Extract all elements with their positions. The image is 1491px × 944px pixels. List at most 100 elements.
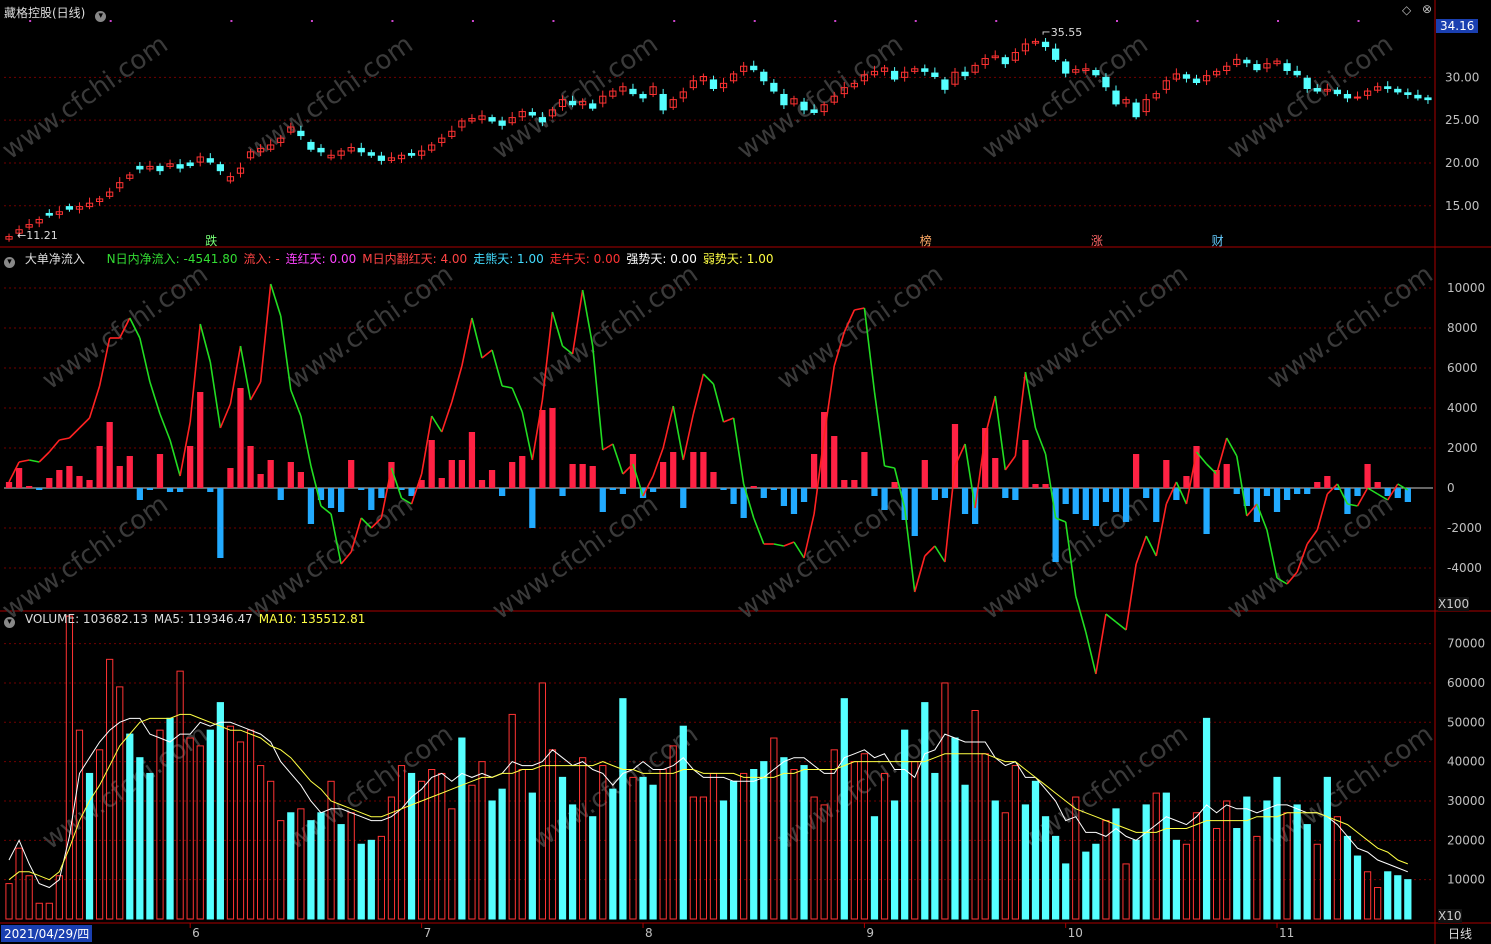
candle-body: [548, 109, 557, 117]
volume-bar: [1313, 843, 1321, 920]
volume-bar: [840, 698, 848, 920]
flow-line-segment: [1014, 371, 1027, 457]
flow-line-segment: [591, 345, 604, 451]
flow-line-segment: [98, 337, 111, 387]
flow-bar: [680, 488, 687, 508]
candle-body: [1223, 65, 1231, 72]
candle: [1424, 94, 1432, 104]
flow-line-segment: [854, 307, 865, 311]
flow-line-segment: [692, 373, 705, 415]
candle-body: [719, 82, 728, 89]
flow-bar: [1092, 488, 1099, 526]
flow-bar: [388, 462, 395, 488]
candle-body: [1293, 70, 1301, 76]
volume-bar: [1021, 804, 1030, 920]
candle: [448, 125, 456, 139]
flow-line-segment: [672, 405, 685, 461]
flow-bar: [921, 460, 928, 488]
flow-bar: [116, 466, 123, 488]
x-tick-label: 9: [866, 926, 874, 940]
flow-line-segment: [1105, 613, 1117, 623]
volume-bar: [1082, 851, 1090, 920]
candle: [1293, 65, 1301, 78]
flow-line-segment: [1235, 455, 1248, 517]
candle-body: [639, 93, 647, 99]
volume-bar: [810, 796, 818, 920]
flow-line-segment: [723, 417, 734, 423]
candle: [921, 64, 929, 76]
chevron-down-icon[interactable]: ▾: [95, 11, 107, 22]
volume-bar: [1323, 776, 1331, 920]
flow-line-segment: [88, 385, 101, 419]
candle: [488, 114, 496, 124]
flow-bar: [1112, 488, 1120, 512]
flow-bar: [871, 488, 878, 496]
flow-line-segment: [1085, 631, 1097, 675]
chevron-down-icon[interactable]: ▾: [4, 257, 15, 268]
indicator-item: 走牛天: 0.00: [549, 252, 621, 266]
flow-bar: [106, 422, 113, 488]
flow-line-segment: [149, 381, 161, 415]
flow-line-segment: [471, 317, 483, 359]
candle: [1273, 58, 1281, 67]
diamond-icon[interactable]: ◇: [1402, 3, 1412, 17]
volume-bar: [961, 784, 969, 920]
flow-line-segment: [420, 415, 433, 475]
period-label[interactable]: 日线: [1448, 927, 1473, 941]
volume-bar: [639, 776, 647, 920]
flow-line-segment: [924, 545, 936, 557]
volume-bar: [669, 745, 677, 920]
volume-bar: [1343, 835, 1352, 920]
candle-body: [790, 98, 798, 105]
flow-bar: [730, 488, 737, 504]
candle-body: [106, 191, 114, 197]
price-header: 藏格控股(日线) ▾: [4, 4, 112, 22]
candle-body: [538, 117, 547, 123]
flow-line-segment: [239, 345, 252, 401]
candle-body: [921, 68, 929, 72]
flow-bar: [1133, 454, 1140, 488]
flow-bar: [649, 488, 657, 492]
flow-line-segment: [541, 311, 554, 401]
volume-bar: [870, 816, 879, 920]
date-box[interactable]: 2021/04/29/四: [1, 925, 93, 942]
volume-bar: [1041, 816, 1050, 920]
candle-body: [267, 144, 275, 150]
candle: [1142, 94, 1150, 116]
flow-line-segment: [521, 411, 534, 461]
y-tick-label: 4000: [1447, 401, 1478, 415]
volume-bar: [1353, 855, 1362, 920]
flow-bar: [197, 392, 204, 488]
price-panel[interactable]: ⌐35.55 ←11.21 跌 榜 涨 财: [5, 20, 1432, 248]
flow-bar: [348, 460, 355, 488]
candle-body: [1072, 69, 1080, 73]
high-label: ⌐35.55: [1041, 26, 1082, 39]
candle-body: [619, 86, 627, 92]
volume-bar: [25, 875, 33, 920]
candle: [1323, 83, 1331, 96]
flow-line-segment: [1034, 427, 1047, 455]
signal-dot: [29, 20, 32, 22]
flow-bar: [15, 468, 23, 488]
volume-bar: [256, 765, 265, 920]
flow-bar: [509, 462, 516, 488]
candle: [297, 125, 305, 140]
volume-bar: [226, 725, 235, 920]
flow-bar: [1052, 488, 1059, 562]
candle-body: [659, 93, 667, 111]
chevron-down-icon[interactable]: ▾: [4, 617, 15, 628]
candle-body: [136, 165, 144, 170]
volume-bar: [589, 816, 597, 920]
flow-bar: [136, 488, 143, 500]
flow-bar: [66, 466, 73, 488]
flow-bar: [1304, 488, 1311, 494]
candle: [277, 135, 285, 147]
indicator-item: 走熊天: 1.00: [473, 252, 544, 266]
candle-body: [709, 79, 718, 89]
candle: [850, 80, 858, 90]
flow-line-segment: [944, 465, 956, 563]
flow-panel[interactable]: [4, 283, 1433, 675]
candle-body: [890, 70, 899, 80]
close-icon[interactable]: ⊗: [1422, 2, 1433, 16]
volume-panel[interactable]: [5, 615, 1412, 920]
